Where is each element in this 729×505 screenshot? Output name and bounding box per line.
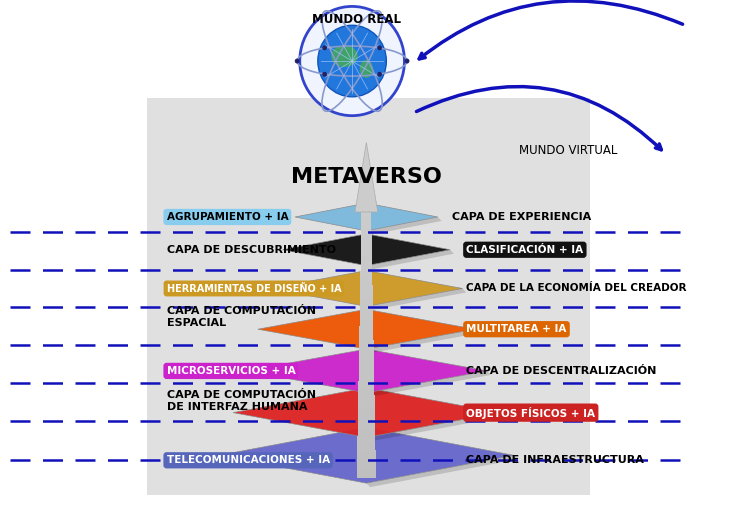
Bar — [359, 312, 373, 320]
Polygon shape — [367, 250, 454, 270]
Text: HERRAMIENTAS DE DISEÑO + IA: HERRAMIENTAS DE DISEÑO + IA — [166, 283, 341, 293]
Bar — [359, 388, 375, 395]
Text: MULTITAREA + IA: MULTITAREA + IA — [467, 324, 566, 334]
Text: CAPA DE COMPUTACIÓN
ESPACIAL: CAPA DE COMPUTACIÓN ESPACIAL — [166, 307, 316, 328]
Text: CAPA DE EXPERIENCIA: CAPA DE EXPERIENCIA — [452, 212, 591, 222]
Text: CAPA DE DESCENTRALIZACIÓN: CAPA DE DESCENTRALIZACIÓN — [467, 366, 657, 376]
Ellipse shape — [295, 59, 300, 64]
Bar — [359, 333, 373, 340]
Bar — [359, 354, 374, 361]
Text: METAVERSO: METAVERSO — [291, 167, 442, 187]
Text: MICROSERVICIOS + IA: MICROSERVICIOS + IA — [166, 366, 295, 376]
Ellipse shape — [318, 25, 386, 97]
Ellipse shape — [331, 45, 358, 67]
Ellipse shape — [300, 7, 405, 116]
Polygon shape — [367, 371, 491, 397]
Polygon shape — [367, 456, 518, 487]
Bar — [362, 209, 371, 217]
Bar — [358, 409, 375, 416]
Text: TELECOMUNICACIONES + IA: TELECOMUNICACIONES + IA — [166, 456, 330, 465]
Bar — [360, 305, 373, 313]
Polygon shape — [355, 142, 378, 212]
Bar — [147, 98, 590, 495]
Polygon shape — [233, 388, 499, 437]
Ellipse shape — [322, 45, 327, 50]
Text: CAPA DE LA ECONOMÍA DEL CREADOR: CAPA DE LA ECONOMÍA DEL CREADOR — [467, 283, 687, 293]
Ellipse shape — [322, 72, 327, 77]
Polygon shape — [295, 203, 437, 231]
Bar — [361, 230, 372, 237]
Bar — [358, 415, 375, 423]
Bar — [361, 257, 372, 265]
Bar — [357, 470, 376, 478]
Bar — [362, 216, 371, 224]
Bar — [359, 319, 373, 327]
Bar — [357, 443, 375, 450]
Bar — [360, 285, 373, 292]
Bar — [361, 236, 372, 244]
Bar — [361, 264, 373, 272]
Bar — [359, 367, 374, 375]
Text: CAPA DE COMPUTACIÓN
DE INTERFAZ HUMANA: CAPA DE COMPUTACIÓN DE INTERFAZ HUMANA — [166, 390, 316, 412]
Ellipse shape — [377, 45, 382, 50]
Polygon shape — [283, 234, 450, 266]
Bar — [357, 436, 375, 443]
Bar — [362, 202, 371, 210]
Bar — [357, 457, 375, 464]
Polygon shape — [258, 310, 475, 349]
Text: CLASIFICACIÓN + IA: CLASIFICACIÓN + IA — [467, 245, 583, 255]
Bar — [359, 374, 374, 382]
Bar — [358, 394, 375, 402]
Bar — [359, 381, 374, 388]
Bar — [358, 401, 375, 409]
Bar — [359, 326, 373, 333]
Polygon shape — [219, 428, 514, 483]
Bar — [359, 360, 374, 368]
Bar — [361, 250, 372, 258]
Ellipse shape — [377, 72, 382, 77]
Polygon shape — [367, 288, 467, 311]
Text: CAPA DE DESCUBRIMIENTO: CAPA DE DESCUBRIMIENTO — [166, 245, 335, 255]
Text: CAPA DE INFRAESTRUCTURA: CAPA DE INFRAESTRUCTURA — [467, 456, 644, 465]
Bar — [360, 271, 373, 279]
Bar — [361, 243, 372, 251]
Bar — [362, 223, 372, 230]
Text: OBJETOS FÍSICOS + IA: OBJETOS FÍSICOS + IA — [467, 407, 596, 419]
Bar — [360, 278, 373, 285]
Bar — [358, 429, 375, 437]
Text: AGRUPAMIENTO + IA: AGRUPAMIENTO + IA — [166, 212, 288, 222]
Bar — [360, 291, 373, 299]
Bar — [357, 449, 375, 458]
Bar — [359, 346, 374, 354]
Bar — [357, 464, 375, 471]
Ellipse shape — [359, 60, 373, 78]
Polygon shape — [367, 217, 442, 235]
Text: MUNDO REAL: MUNDO REAL — [312, 13, 402, 26]
Ellipse shape — [405, 59, 410, 64]
Polygon shape — [246, 349, 487, 393]
Bar — [360, 298, 373, 306]
Polygon shape — [367, 413, 504, 441]
Polygon shape — [367, 329, 479, 353]
Text: MUNDO VIRTUAL: MUNDO VIRTUAL — [518, 144, 617, 157]
Polygon shape — [270, 271, 462, 307]
Bar — [358, 422, 375, 430]
Bar — [359, 339, 373, 347]
